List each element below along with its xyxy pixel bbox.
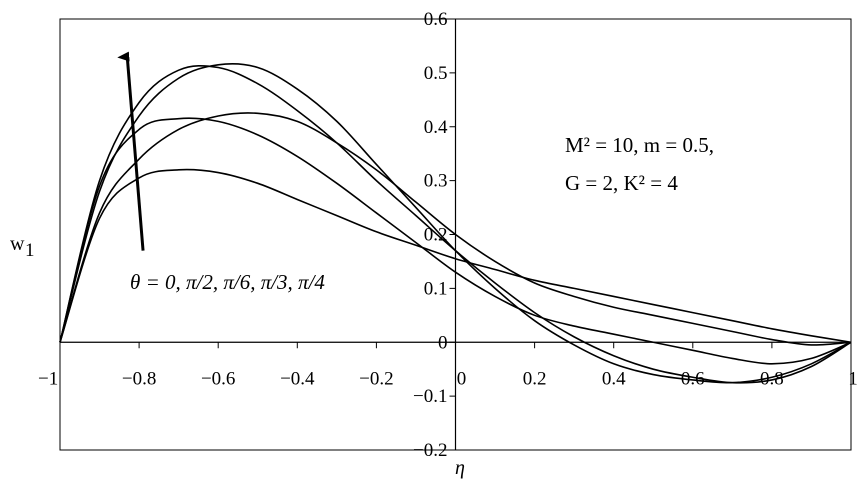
theta-annotation: θ = 0, π/2, π/6, π/3, π/4: [130, 270, 325, 294]
y-tick-label: 0.3: [424, 171, 448, 192]
series-line-5: [59, 65, 852, 384]
y-ticks: −0.2 −0.1 0 0.1 0.2 0.3 0.4 0.5 0.6: [413, 9, 456, 461]
y-tick-label: 0: [438, 332, 448, 353]
y-tick-label: −0.2: [413, 440, 447, 461]
params-annotation-1: M² = 10, m = 0.5,: [565, 133, 714, 157]
x-tick-label: −1: [38, 368, 58, 389]
y-tick-label: 0.1: [424, 278, 448, 299]
y-tick-label: −0.1: [413, 386, 447, 407]
x-tick-label: −0.6: [201, 368, 235, 389]
x-ticks: −1 −0.8 −0.6 −0.4 −0.2 0 0.2 0.4 0.6 0.8 1: [38, 342, 858, 389]
x-tick-label: 0.8: [760, 368, 784, 389]
y-tick-label: 0.6: [424, 9, 448, 30]
y-axis-title: w: [10, 233, 25, 255]
x-tick-label: −0.2: [359, 368, 393, 389]
x-tick-label: 0.2: [523, 368, 547, 389]
trend-arrow: [117, 51, 145, 251]
x-tick-label: 1: [848, 368, 858, 389]
series-line-2: [59, 112, 852, 346]
y-tick-label: 0.2: [424, 225, 448, 246]
series-line-4: [59, 62, 852, 384]
x-tick-label: 0.4: [602, 368, 626, 389]
y-tick-label: 0.5: [424, 63, 448, 84]
series-line-1: [59, 168, 852, 344]
series-line-3: [59, 117, 852, 365]
x-tick-label: 0.6: [681, 368, 705, 389]
x-tick-label: −0.8: [122, 368, 156, 389]
x-tick-label: 0: [457, 368, 467, 389]
x-tick-label: −0.4: [280, 368, 315, 389]
y-axis-title-subscript: 1: [25, 240, 35, 261]
params-annotation-2: G = 2, K² = 4: [565, 171, 678, 195]
series-group: [59, 62, 852, 384]
x-axis-title: η: [455, 457, 465, 479]
y-tick-label: 0.4: [424, 117, 448, 138]
